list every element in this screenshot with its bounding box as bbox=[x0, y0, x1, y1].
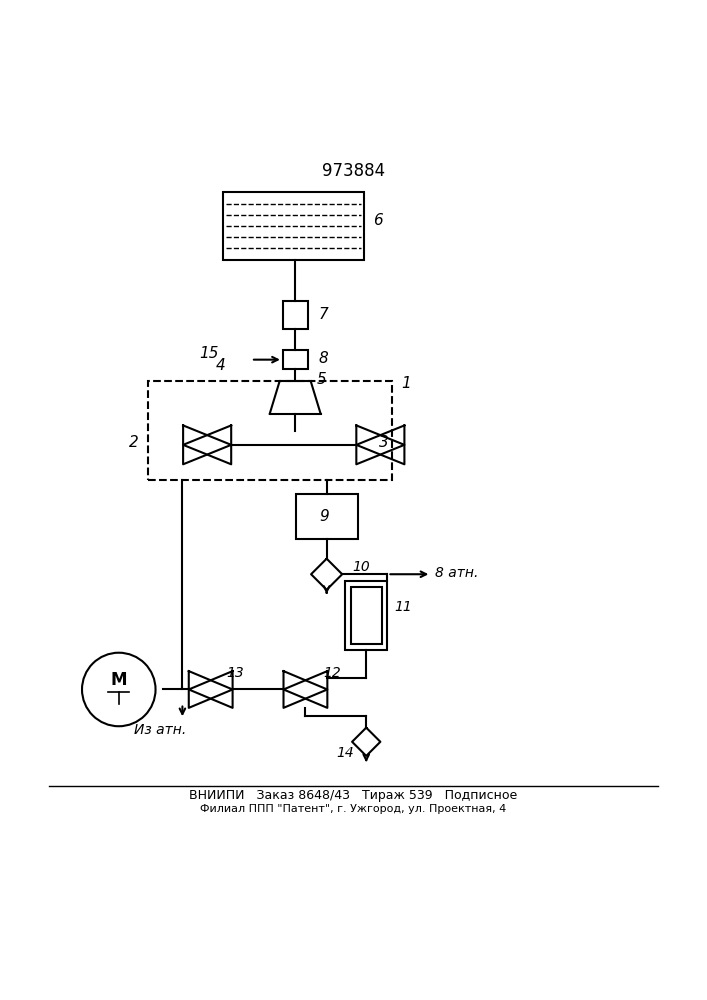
Text: 3: 3 bbox=[379, 435, 389, 450]
Text: 11: 11 bbox=[395, 600, 412, 614]
Text: ВНИИПИ   Заказ 8648/43   Тираж 539   Подписное: ВНИИПИ Заказ 8648/43 Тираж 539 Подписное bbox=[189, 789, 518, 802]
Bar bbox=[296, 494, 358, 539]
Text: 9: 9 bbox=[320, 509, 329, 524]
Text: Из атн.: Из атн. bbox=[134, 723, 187, 737]
Text: 4: 4 bbox=[216, 358, 226, 373]
Text: 10: 10 bbox=[352, 560, 370, 574]
Text: 5: 5 bbox=[317, 372, 327, 387]
Bar bbox=[223, 192, 364, 260]
Bar bbox=[283, 301, 308, 329]
Text: 6: 6 bbox=[373, 213, 383, 228]
Text: 12: 12 bbox=[324, 666, 341, 680]
Bar bbox=[345, 581, 387, 650]
Text: 8 атн.: 8 атн. bbox=[435, 566, 478, 580]
Bar bbox=[148, 381, 392, 480]
Text: 8: 8 bbox=[318, 351, 328, 366]
Text: Филиал ППП "Патент", г. Ужгород, ул. Проектная, 4: Филиал ППП "Патент", г. Ужгород, ул. Про… bbox=[200, 804, 507, 814]
Text: 13: 13 bbox=[226, 666, 244, 680]
Text: 14: 14 bbox=[337, 746, 354, 760]
Text: 2: 2 bbox=[129, 435, 139, 450]
Text: 7: 7 bbox=[318, 307, 328, 322]
Text: 1: 1 bbox=[402, 376, 411, 391]
Text: 973884: 973884 bbox=[322, 162, 385, 180]
Bar bbox=[351, 587, 382, 644]
Bar bbox=[283, 350, 308, 369]
Text: М: М bbox=[110, 671, 127, 689]
Text: 15: 15 bbox=[199, 346, 219, 361]
